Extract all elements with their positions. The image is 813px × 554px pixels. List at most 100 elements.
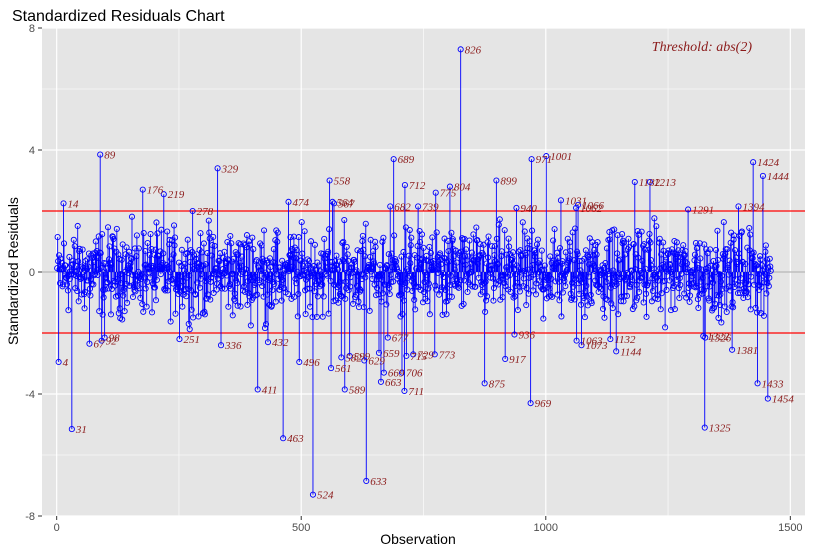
residual-point (271, 259, 278, 266)
residual-point (411, 296, 418, 303)
residual-point (547, 253, 554, 260)
outlier-label: 219 (168, 189, 185, 201)
residual-point (304, 285, 311, 292)
residual-point (256, 277, 263, 284)
residual-point (250, 274, 257, 281)
residual-point (234, 280, 241, 287)
residual-point (513, 262, 520, 269)
residual-point (217, 342, 225, 349)
residual-point (725, 271, 732, 278)
residual-point (532, 250, 539, 257)
residual-point (633, 297, 640, 304)
residual-point (651, 215, 658, 222)
residual-point (477, 241, 484, 248)
residual-point (291, 293, 298, 300)
residual-point (62, 262, 69, 269)
residual-point (693, 283, 700, 290)
outlier-label: 659 (383, 348, 400, 360)
residual-point (100, 294, 107, 301)
outlier-label: 715 (410, 351, 427, 363)
residual-point (495, 281, 502, 288)
residual-point (388, 250, 395, 257)
residual-point (251, 273, 258, 280)
residual-point (410, 351, 417, 358)
residual-point (717, 278, 724, 285)
residual-point (311, 241, 318, 248)
residual-point (317, 268, 324, 275)
residual-point (663, 256, 670, 263)
residual-point (173, 280, 181, 287)
residual-point (285, 198, 292, 205)
residual-point (81, 288, 89, 296)
residual-point (655, 270, 662, 278)
residual-point (258, 242, 265, 249)
residual-point (707, 246, 714, 253)
outlier-label: 1381 (736, 345, 758, 357)
residual-point (233, 277, 240, 284)
residual-point (105, 285, 112, 292)
residual-point (575, 201, 582, 208)
residual-point (194, 260, 202, 267)
residual-point (351, 258, 358, 265)
residual-point (341, 216, 348, 224)
residual-point (511, 293, 519, 300)
residual-point (68, 426, 75, 433)
residual-point (676, 294, 683, 302)
residual-point (756, 253, 764, 260)
residual-point (519, 219, 526, 226)
residual-point (91, 271, 98, 278)
residual-point (75, 298, 82, 305)
residual-point (389, 264, 396, 271)
residual-point (525, 290, 532, 297)
residual-point (703, 246, 710, 253)
residual-point (475, 256, 482, 263)
residual-point (504, 263, 511, 270)
residual-point (479, 288, 486, 295)
residual-point (142, 285, 149, 292)
residual-point (405, 252, 412, 259)
residual-point (534, 236, 542, 243)
residual-point (693, 245, 700, 252)
residual-point (396, 292, 403, 299)
residual-point (702, 334, 709, 341)
residual-point (178, 246, 185, 253)
residual-point (69, 261, 76, 268)
residual-point (307, 238, 315, 245)
residual-point (206, 229, 213, 236)
residual-point (543, 153, 550, 160)
residual-point (229, 312, 236, 319)
residual-point (202, 261, 209, 268)
residual-point (474, 237, 481, 244)
residual-point (747, 231, 754, 238)
residual-point (733, 260, 741, 267)
y-tick-label: 0 (29, 267, 35, 279)
residual-point (203, 295, 210, 302)
residual-point (133, 232, 140, 239)
residual-point (474, 260, 481, 267)
residual-point (413, 265, 420, 272)
residual-point (765, 283, 772, 290)
residual-point (591, 267, 598, 274)
residual-point (431, 351, 438, 358)
residual-point (319, 313, 326, 320)
residual-point (114, 276, 121, 283)
residual-point (754, 309, 761, 316)
residual-point (108, 261, 115, 268)
residual-point (506, 250, 513, 257)
residual-point (554, 255, 562, 262)
residual-point (633, 281, 640, 288)
residual-point (262, 269, 269, 276)
residual-point (515, 248, 522, 255)
residual-point (281, 267, 288, 274)
outlier-label: 599 (354, 351, 371, 363)
residual-point (538, 267, 545, 274)
residual-point (152, 297, 160, 304)
residual-point (237, 303, 244, 310)
residual-point (485, 233, 492, 240)
residual-point (158, 226, 165, 233)
residual-point (442, 286, 449, 294)
residual-point (729, 346, 736, 353)
residual-point (377, 378, 384, 385)
outlier-label: 67 (93, 339, 105, 351)
residual-point (592, 277, 599, 284)
